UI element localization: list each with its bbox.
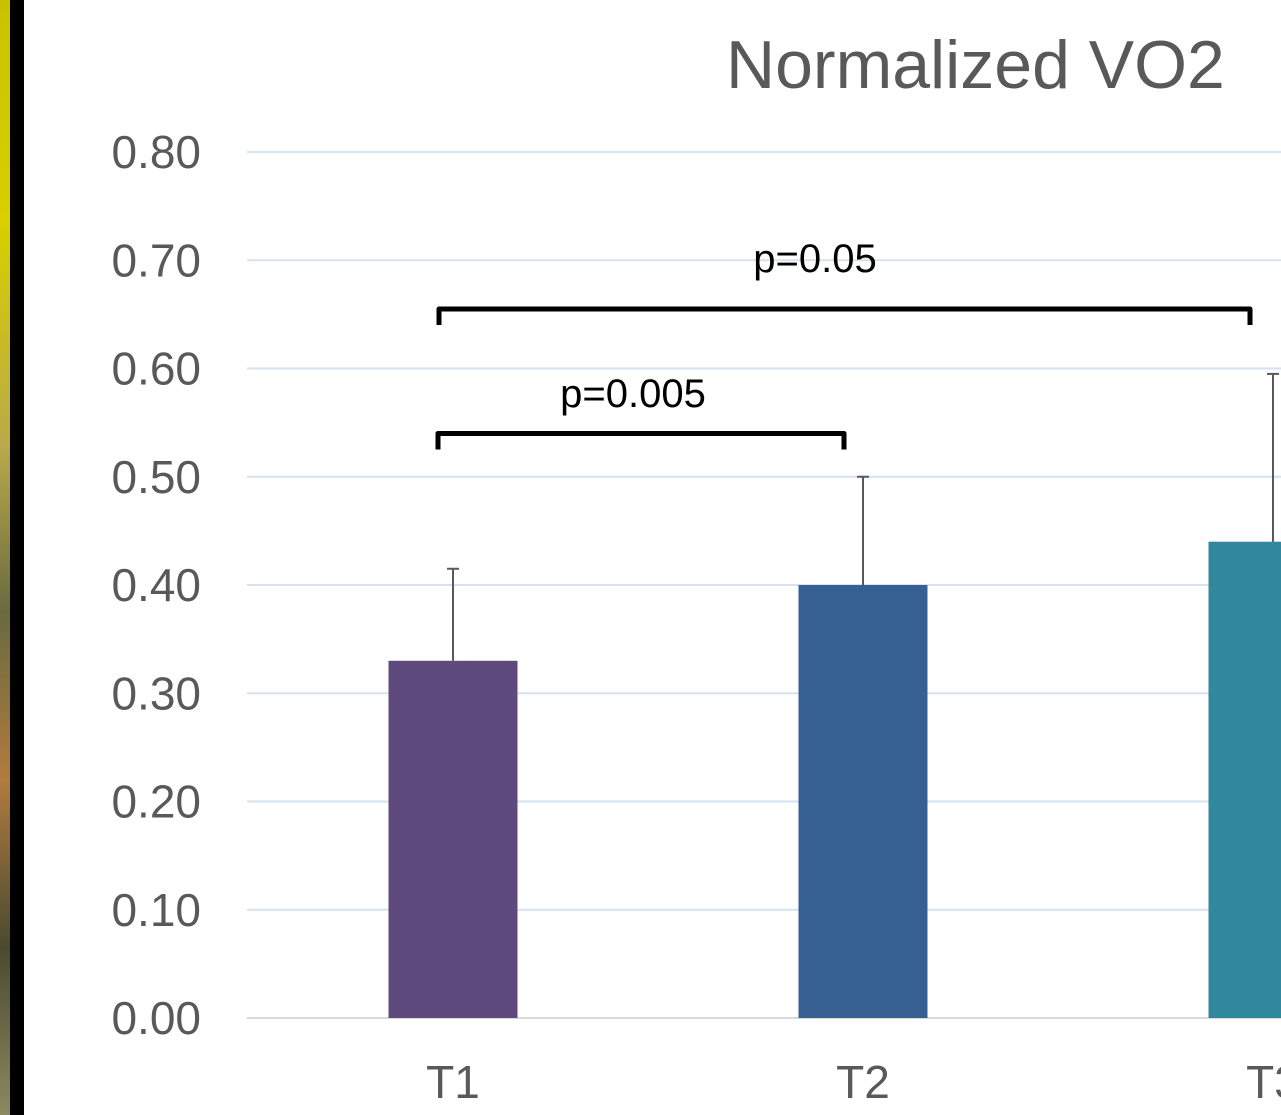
y-tick-label: 0.20 [111, 776, 201, 828]
error-bar-t1 [447, 567, 459, 661]
bar-t3 [1208, 541, 1281, 1018]
y-axis-tick-labels: 0.00 0.10 0.20 0.30 0.40 0.50 0.60 0.70 0.80 [111, 126, 201, 1044]
image-left-edge [0, 0, 10, 1115]
p-value-label: p=0.05 [753, 237, 876, 281]
y-tick-label: 0.40 [111, 559, 201, 611]
y-tick-label: 0.30 [111, 667, 201, 719]
x-axis-category-labels: T1 T2 T3 [426, 1056, 1281, 1108]
bracket-line [436, 306, 1253, 325]
significance-bracket: p=0.05 [436, 237, 1253, 325]
y-tick-label: 0.00 [111, 992, 201, 1044]
y-tick-label: 0.70 [111, 234, 201, 286]
significance-bracket: p=0.005 [435, 372, 847, 450]
bracket-line [435, 430, 847, 450]
bar-t1 [388, 660, 518, 1018]
error-bar-t2 [857, 475, 869, 585]
error-bars [447, 372, 1279, 661]
y-tick-label: 0.10 [111, 884, 201, 936]
y-tick-label: 0.60 [111, 343, 201, 395]
chart-title: Normalized VO2 [726, 27, 1225, 103]
p-value-label: p=0.005 [560, 372, 706, 416]
error-bar-t3 [1267, 372, 1279, 542]
bars [388, 541, 1281, 1018]
x-category-label: T3 [1246, 1056, 1281, 1108]
y-tick-label: 0.80 [111, 126, 201, 178]
x-category-label: T1 [426, 1056, 480, 1108]
bar-t2 [798, 585, 928, 1018]
slide-left-border [10, 0, 24, 1115]
y-tick-label: 0.50 [111, 451, 201, 503]
significance-annotations: p=0.005 p=0.05 [435, 237, 1253, 450]
x-category-label: T2 [836, 1056, 890, 1108]
